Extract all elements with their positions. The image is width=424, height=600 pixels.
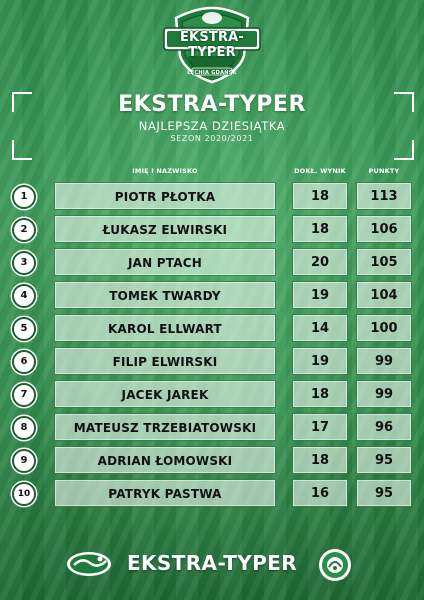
rank-badge: 10 [12, 482, 36, 506]
points-value: 113 [356, 182, 412, 210]
exact-score-count: 17 [292, 413, 348, 441]
table-row: 9 ADRIAN ŁOMOWSKI 18 95 [0, 446, 424, 476]
rank-badge: 7 [12, 383, 36, 407]
table-row: 3 JAN PTACH 20 105 [0, 248, 424, 278]
column-header-exact: DOKŁ. WYNIK [294, 167, 346, 175]
lechia-logo-icon [66, 551, 112, 577]
season-label: SEZON 2020/2021 [170, 134, 254, 143]
footer-title: EKSTRA-TYPER [126, 551, 298, 575]
exact-score-count: 19 [292, 347, 348, 375]
points-value: 105 [356, 248, 412, 276]
table-row: 10 PATRYK PASTWA 16 95 [0, 479, 424, 509]
player-name: KAROL ELLWART [54, 314, 276, 342]
exact-score-count: 18 [292, 380, 348, 408]
rank-badge: 9 [12, 449, 36, 473]
table-row: 4 TOMEK TWARDY 19 104 [0, 281, 424, 311]
rank-badge: 2 [12, 218, 36, 242]
column-header-name: IMIĘ I NAZWISKO [132, 167, 198, 175]
logo-title: EKSTRA-TYPER [179, 30, 245, 60]
exact-score-count: 20 [292, 248, 348, 276]
points-value: 100 [356, 314, 412, 342]
corner-bracket-bottom-left [12, 140, 32, 160]
player-name: MATEUSZ TRZEBIATOWSKI [54, 413, 276, 441]
corner-bracket-top-left [12, 92, 32, 112]
points-value: 95 [356, 479, 412, 507]
exact-score-count: 18 [292, 446, 348, 474]
corner-bracket-bottom-right [394, 140, 414, 160]
rank-badge: 6 [12, 350, 36, 374]
ekstra-typer-logo: EKSTRA-TYPER LECHIA GDAŃSK [162, 6, 262, 84]
sponsor-badge-icon [318, 548, 352, 582]
points-value: 99 [356, 380, 412, 408]
player-name: PIOTR PŁOTKA [54, 182, 276, 210]
exact-score-count: 18 [292, 182, 348, 210]
player-name: JAN PTACH [54, 248, 276, 276]
table-row: 8 MATEUSZ TRZEBIATOWSKI 17 96 [0, 413, 424, 443]
rank-badge: 8 [12, 416, 36, 440]
points-value: 95 [356, 446, 412, 474]
player-name: FILIP ELWIRSKI [54, 347, 276, 375]
logo-subtitle: LECHIA GDAŃSK [187, 70, 237, 76]
points-value: 99 [356, 347, 412, 375]
shield-logo-icon [163, 6, 261, 84]
player-name: ADRIAN ŁOMOWSKI [54, 446, 276, 474]
page-title: EKSTRA-TYPER [118, 92, 306, 117]
rank-badge: 5 [12, 317, 36, 341]
rank-badge: 1 [12, 185, 36, 209]
points-value: 96 [356, 413, 412, 441]
rank-badge: 4 [12, 284, 36, 308]
player-name: JACEK JAREK [54, 380, 276, 408]
exact-score-count: 18 [292, 215, 348, 243]
table-row: 6 FILIP ELWIRSKI 19 99 [0, 347, 424, 377]
page-subtitle: NAJLEPSZA DZIESIĄTKA [138, 119, 286, 133]
exact-score-count: 16 [292, 479, 348, 507]
player-name: PATRYK PASTWA [54, 479, 276, 507]
player-name: TOMEK TWARDY [54, 281, 276, 309]
table-row: 1 PIOTR PŁOTKA 18 113 [0, 182, 424, 212]
table-row: 7 JACEK JAREK 18 99 [0, 380, 424, 410]
points-value: 106 [356, 215, 412, 243]
table-row: 5 KAROL ELLWART 14 100 [0, 314, 424, 344]
rank-badge: 3 [12, 251, 36, 275]
corner-bracket-top-right [394, 92, 414, 112]
points-value: 104 [356, 281, 412, 309]
exact-score-count: 19 [292, 281, 348, 309]
table-row: 2 ŁUKASZ ELWIRSKI 18 106 [0, 215, 424, 245]
column-header-points: PUNKTY [368, 167, 400, 175]
exact-score-count: 14 [292, 314, 348, 342]
player-name: ŁUKASZ ELWIRSKI [54, 215, 276, 243]
